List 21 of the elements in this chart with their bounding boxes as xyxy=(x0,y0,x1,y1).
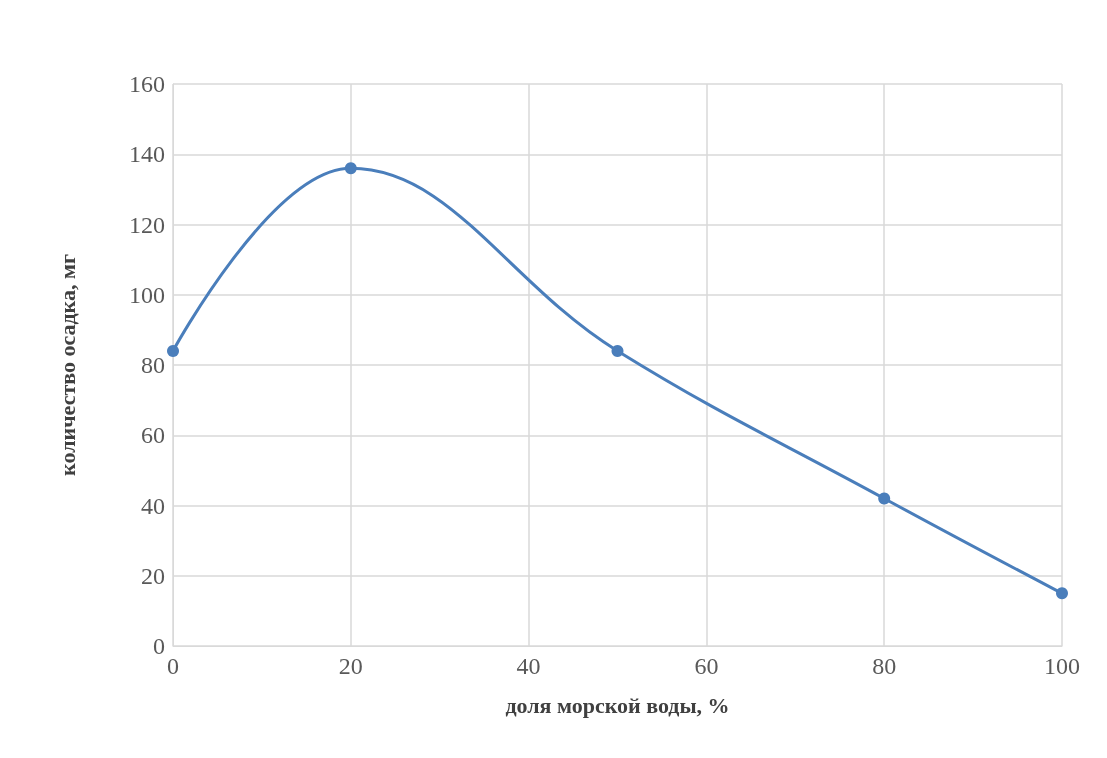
y-tick-label: 20 xyxy=(141,562,165,589)
y-tick-label: 140 xyxy=(129,141,165,168)
y-tick-label: 80 xyxy=(141,352,165,378)
point xyxy=(1056,587,1068,600)
y-tick-label: 160 xyxy=(129,71,165,97)
y-tick-label: 100 xyxy=(129,281,165,308)
x-tick-label: 40 xyxy=(516,653,541,679)
point xyxy=(611,344,624,357)
x-axis-title: доля морской воды, % xyxy=(505,692,730,718)
y-tick-label: 60 xyxy=(141,422,165,449)
x-tick-label: 20 xyxy=(338,653,363,679)
x-tick-label: 80 xyxy=(872,653,897,679)
x-tick-label: 60 xyxy=(694,653,719,679)
x-tick-label: 100 xyxy=(1044,653,1080,679)
point xyxy=(167,344,179,357)
point xyxy=(878,492,891,505)
y-axis-title: количество осадка, мг xyxy=(54,254,80,476)
point xyxy=(344,162,357,175)
y-tick-label: 0 xyxy=(153,633,165,659)
y-tick-label: 120 xyxy=(129,211,165,238)
y-tick-label: 40 xyxy=(141,492,165,519)
